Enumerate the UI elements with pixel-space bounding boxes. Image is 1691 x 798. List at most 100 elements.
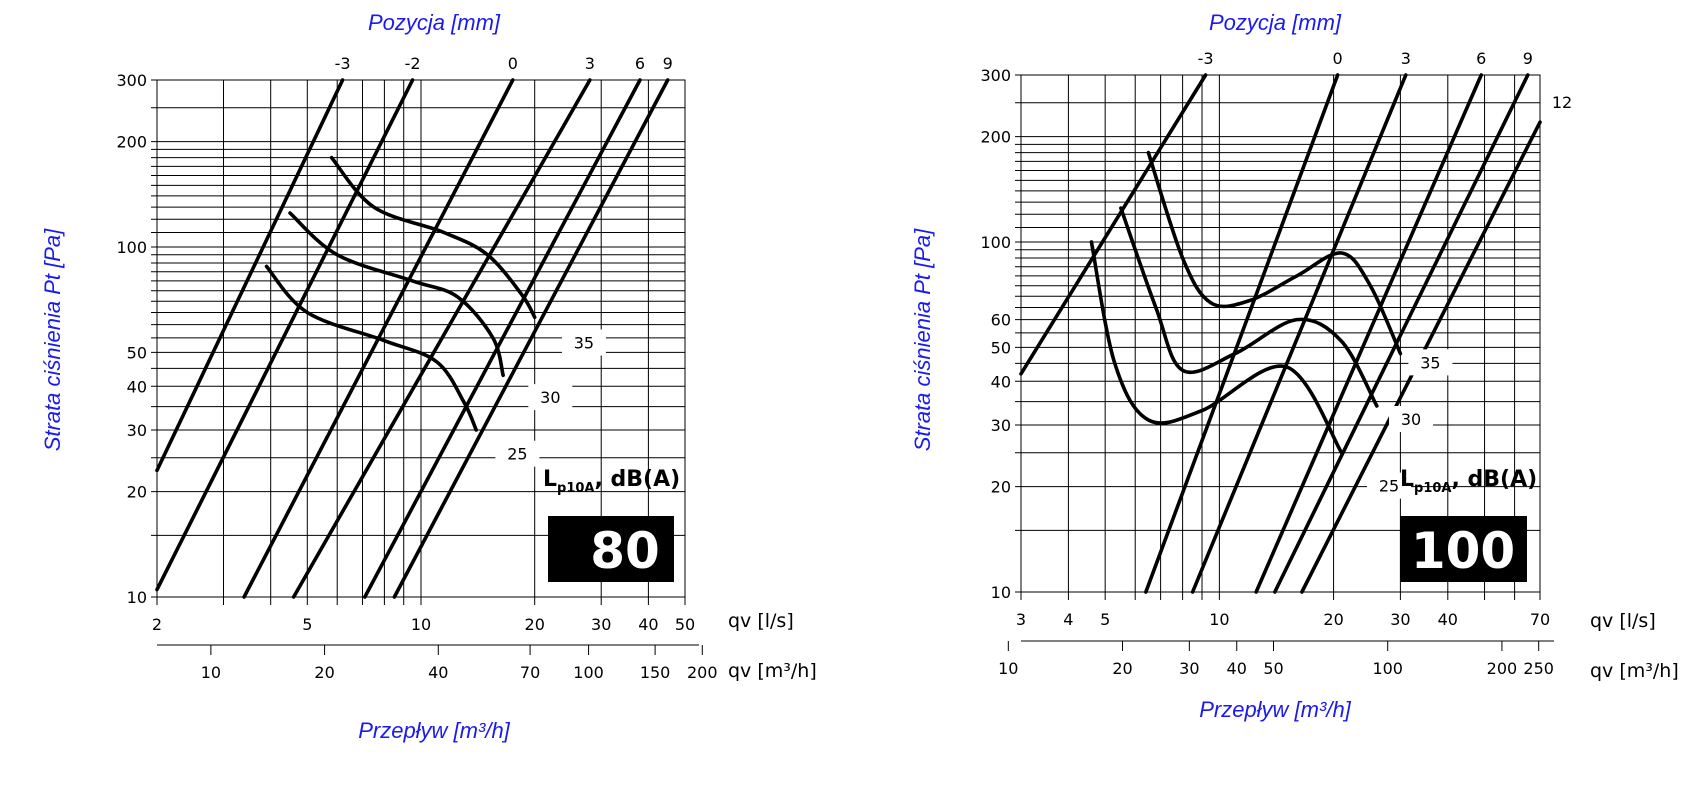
x-tick-label: 70 <box>1530 610 1550 629</box>
x-tick-label: 20 <box>525 615 545 634</box>
y-tick-label: 200 <box>116 133 147 152</box>
m3h-axis: 10 20 40 70 100 150 200 <box>157 644 718 682</box>
noise-label: 25 <box>507 445 527 464</box>
x-axis-title: Przepływ [m³/h] <box>1199 697 1351 722</box>
legend-l: L <box>1400 467 1414 492</box>
y-tick-label: 10 <box>127 588 147 607</box>
chart-100: Pozycja [mm] Strata ciśnienia Pt [Pa] Pr… <box>910 10 1679 722</box>
y-tick-label: 20 <box>991 478 1011 497</box>
position-label: 3 <box>1401 49 1411 68</box>
noise-label-bg <box>495 440 540 467</box>
y-tick-label: 100 <box>980 233 1011 252</box>
position-label: -3 <box>335 54 351 73</box>
noise-curve-25 <box>264 264 478 432</box>
noise-label: 25 <box>1379 477 1399 496</box>
x-tick-label: 50 <box>675 615 695 634</box>
position-label: 9 <box>1523 49 1533 68</box>
position-line-9 <box>392 78 670 599</box>
m3h-tick-label: 30 <box>1179 659 1199 678</box>
y-tick-label: 20 <box>127 483 147 502</box>
m3h-tick-label: 10 <box>998 659 1018 678</box>
y-tick-label: 30 <box>991 416 1011 435</box>
noise-label: 30 <box>1401 410 1421 429</box>
m3h-tick-label: 100 <box>573 663 604 682</box>
position-line-3 <box>291 78 592 599</box>
svg-text:Lp10A, dB(A): Lp10A, dB(A) <box>543 467 680 496</box>
x-tick-label: 40 <box>1438 610 1458 629</box>
plot-frame <box>156 79 686 598</box>
y-tick-label: 10 <box>991 583 1011 602</box>
y-tick-label: 40 <box>991 372 1011 391</box>
position-line--3 <box>1019 73 1208 376</box>
noise-curves: 35 30 25 <box>264 155 606 467</box>
m3h-axis: 10 20 30 40 50 100 200 250 <box>998 640 1554 678</box>
y-tick-label: 100 <box>116 238 147 257</box>
legend-noise: Lp10A, dB(A) <box>1400 467 1537 496</box>
noise-label: 35 <box>1420 353 1440 372</box>
position-label: 9 <box>663 54 673 73</box>
y-axis-title: Strata ciśnienia Pt [Pa] <box>910 228 935 451</box>
x-tick-label: 5 <box>302 615 312 634</box>
x-tick-label: 4 <box>1063 610 1073 629</box>
position-lines: -3 -2 0 3 6 9 <box>155 54 673 599</box>
y-tick-label: 30 <box>127 421 147 440</box>
size-label: 100 <box>1411 522 1515 580</box>
noise-label: 30 <box>540 388 560 407</box>
y-tick-label: 60 <box>991 311 1011 330</box>
position-line--3 <box>155 78 345 473</box>
m3h-tick-label: 150 <box>640 663 671 682</box>
grid <box>151 79 686 605</box>
y-tick-label: 300 <box>116 71 147 90</box>
noise-curves: 35 30 25 <box>1089 150 1453 499</box>
x-unit-ls: qv [l/s] <box>728 610 794 632</box>
legend-unit: , dB(A) <box>595 467 681 492</box>
noise-label-bg <box>1367 472 1412 499</box>
x-tick-label: 3 <box>1016 610 1026 629</box>
legend-unit: , dB(A) <box>1452 467 1538 492</box>
noise-label-bg <box>1389 406 1434 433</box>
noise-label-bg <box>528 384 573 411</box>
position-label: 0 <box>508 54 518 73</box>
size-badge <box>1400 516 1527 582</box>
m3h-tick-label: 50 <box>1263 659 1283 678</box>
y-ticks: 10 20 30 40 50 60 100 200 300 <box>980 66 1011 602</box>
noise-curve-25 <box>1089 240 1344 455</box>
legend-l: L <box>543 467 557 492</box>
plot-frame <box>1020 74 1541 593</box>
x-ticks: 3 4 5 10 20 30 40 70 <box>1016 610 1550 629</box>
m3h-tick-label: 200 <box>1487 659 1518 678</box>
m3h-tick-label: 40 <box>1227 659 1247 678</box>
legend-sub: p10A <box>1414 481 1451 496</box>
y-tick-label: 40 <box>127 377 147 396</box>
y-ticks: 10 20 30 40 50 100 200 300 <box>116 71 147 607</box>
x-unit-m3h: qv [m³/h] <box>1590 660 1679 682</box>
position-label: -2 <box>405 54 421 73</box>
m3h-tick-label: 100 <box>1372 659 1403 678</box>
x-tick-label: 20 <box>1323 610 1343 629</box>
y-tick-label: 200 <box>980 128 1011 147</box>
legend-noise: Lp10A, dB(A) <box>543 467 680 496</box>
position-label: 6 <box>635 54 645 73</box>
top-axis-title: Pozycja [mm] <box>368 10 501 35</box>
y-tick-label: 300 <box>980 66 1011 85</box>
y-tick-label: 50 <box>991 338 1011 357</box>
m3h-tick-label: 20 <box>314 663 334 682</box>
x-tick-label: 40 <box>638 615 658 634</box>
legend-sub: p10A <box>557 481 594 496</box>
noise-curve-35 <box>329 155 537 320</box>
position-line-3 <box>1190 73 1408 594</box>
position-line--2 <box>155 78 415 592</box>
x-tick-label: 5 <box>1100 610 1110 629</box>
x-axis-title: Przepływ [m³/h] <box>358 718 510 743</box>
chart-80: Pozycja [mm] Strata ciśnienia Pt [Pa] Pr… <box>40 10 817 743</box>
x-tick-label: 2 <box>152 615 162 634</box>
x-tick-label: 10 <box>411 615 431 634</box>
x-ticks: 2 5 10 20 30 40 50 <box>152 615 695 634</box>
position-label: -3 <box>1198 49 1214 68</box>
position-line-6 <box>1254 73 1484 594</box>
m3h-tick-label: 200 <box>687 663 718 682</box>
top-axis-title: Pozycja [mm] <box>1209 10 1342 35</box>
y-axis-title: Strata ciśnienia Pt [Pa] <box>40 228 65 451</box>
noise-curve-30 <box>1119 206 1379 408</box>
